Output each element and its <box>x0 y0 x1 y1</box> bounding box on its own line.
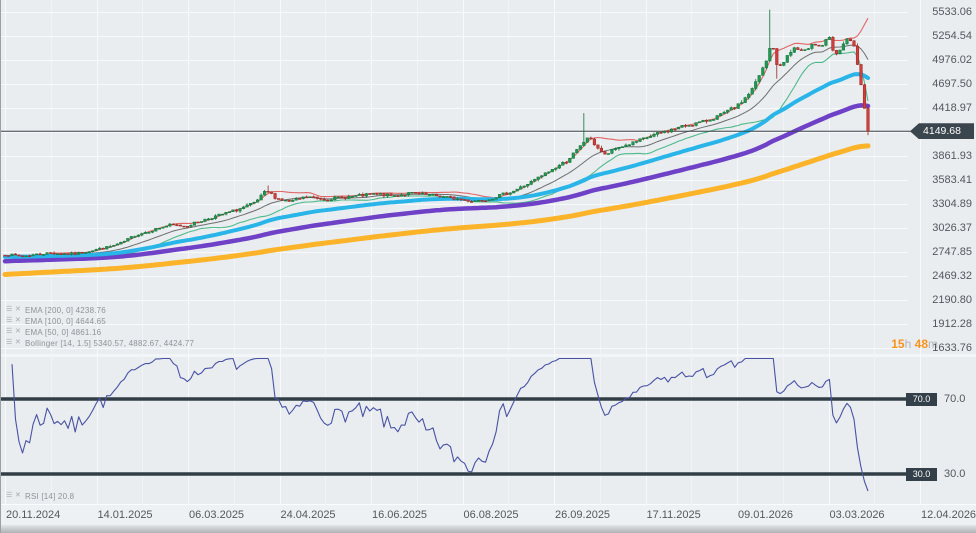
countdown-minutes-unit: m <box>928 337 938 351</box>
indicator-remove-icon[interactable]: ✕ <box>15 328 21 335</box>
countdown-hours-value: 15 <box>891 337 905 351</box>
indicator-remove-icon[interactable]: ✕ <box>15 317 21 324</box>
indicator-settings-icon[interactable]: ☰ <box>6 339 13 346</box>
indicator-remove-icon[interactable]: ✕ <box>15 306 21 313</box>
legend-row-ema-200: ☰ ✕ EMA [200, 0] 4238.76 <box>6 305 194 315</box>
indicator-label: EMA [200, 0] 4238.76 <box>25 305 106 315</box>
window-left-edge <box>0 0 1 533</box>
time-axis[interactable] <box>0 505 976 525</box>
legend-row-rsi: ☰ ✕ RSI [14] 20.8 <box>6 491 74 501</box>
price-indicator-legend: ☰ ✕ EMA [200, 0] 4238.76 ☰ ✕ EMA [100, 0… <box>6 305 194 349</box>
countdown-hours-unit: h <box>904 337 912 351</box>
indicator-label: EMA [100, 0] 4644.65 <box>25 316 106 326</box>
candle-countdown: 15h 48m <box>891 337 938 351</box>
indicator-settings-icon[interactable]: ☰ <box>6 492 13 499</box>
indicator-settings-icon[interactable]: ☰ <box>6 328 13 335</box>
legend-row-ema-100: ☰ ✕ EMA [100, 0] 4644.65 <box>6 316 194 326</box>
indicator-settings-icon[interactable]: ☰ <box>6 317 13 324</box>
indicator-remove-icon[interactable]: ✕ <box>15 339 21 346</box>
countdown-minutes-value: 48 <box>914 337 928 351</box>
legend-row-bollinger: ☰ ✕ Bollinger [14, 1.5] 5340.57, 4882.67… <box>6 338 194 348</box>
rsi-level-30-badge: 30.0 <box>906 467 937 481</box>
indicator-label: EMA [50, 0] 4861.16 <box>25 327 102 337</box>
indicator-label: RSI [14] 20.8 <box>25 491 75 501</box>
indicator-remove-icon[interactable]: ✕ <box>15 492 21 499</box>
price-axis[interactable] <box>905 0 976 505</box>
current-price-badge: 4149.68 <box>910 123 974 140</box>
indicator-label: Bollinger [14, 1.5] 5340.57, 4882.67, 44… <box>25 338 195 348</box>
window-bottom-edge <box>0 525 976 533</box>
rsi-level-70-badge: 70.0 <box>906 392 937 406</box>
indicator-settings-icon[interactable]: ☰ <box>6 306 13 313</box>
rsi-indicator-legend: ☰ ✕ RSI [14] 20.8 <box>6 491 74 502</box>
legend-row-ema-50: ☰ ✕ EMA [50, 0] 4861.16 <box>6 327 194 337</box>
